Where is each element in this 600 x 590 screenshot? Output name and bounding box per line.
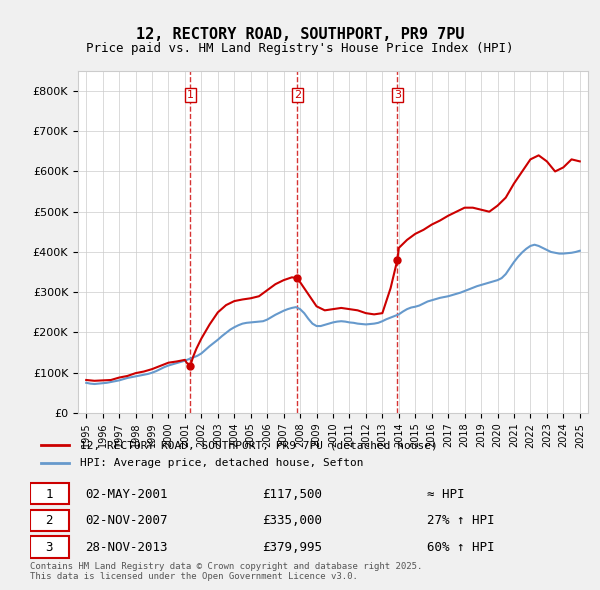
FancyBboxPatch shape [30,483,68,504]
Text: HPI: Average price, detached house, Sefton: HPI: Average price, detached house, Seft… [80,458,363,468]
Text: 1: 1 [187,90,194,100]
Text: 1: 1 [46,487,53,501]
Text: 02-MAY-2001: 02-MAY-2001 [85,487,168,501]
FancyBboxPatch shape [30,536,68,558]
Text: Price paid vs. HM Land Registry's House Price Index (HPI): Price paid vs. HM Land Registry's House … [86,42,514,55]
Text: 3: 3 [46,540,53,554]
Text: 3: 3 [394,90,401,100]
Text: 12, RECTORY ROAD, SOUTHPORT, PR9 7PU: 12, RECTORY ROAD, SOUTHPORT, PR9 7PU [136,27,464,41]
Text: ≈ HPI: ≈ HPI [427,487,465,501]
Text: 12, RECTORY ROAD, SOUTHPORT, PR9 7PU (detached house): 12, RECTORY ROAD, SOUTHPORT, PR9 7PU (de… [80,440,437,450]
Text: 28-NOV-2013: 28-NOV-2013 [85,540,168,554]
Text: 02-NOV-2007: 02-NOV-2007 [85,514,168,527]
Text: 60% ↑ HPI: 60% ↑ HPI [427,540,495,554]
Text: Contains HM Land Registry data © Crown copyright and database right 2025.
This d: Contains HM Land Registry data © Crown c… [30,562,422,581]
FancyBboxPatch shape [30,510,68,531]
Text: 2: 2 [46,514,53,527]
Text: £335,000: £335,000 [262,514,322,527]
Text: £117,500: £117,500 [262,487,322,501]
Text: £379,995: £379,995 [262,540,322,554]
Text: 2: 2 [294,90,301,100]
Text: 27% ↑ HPI: 27% ↑ HPI [427,514,495,527]
